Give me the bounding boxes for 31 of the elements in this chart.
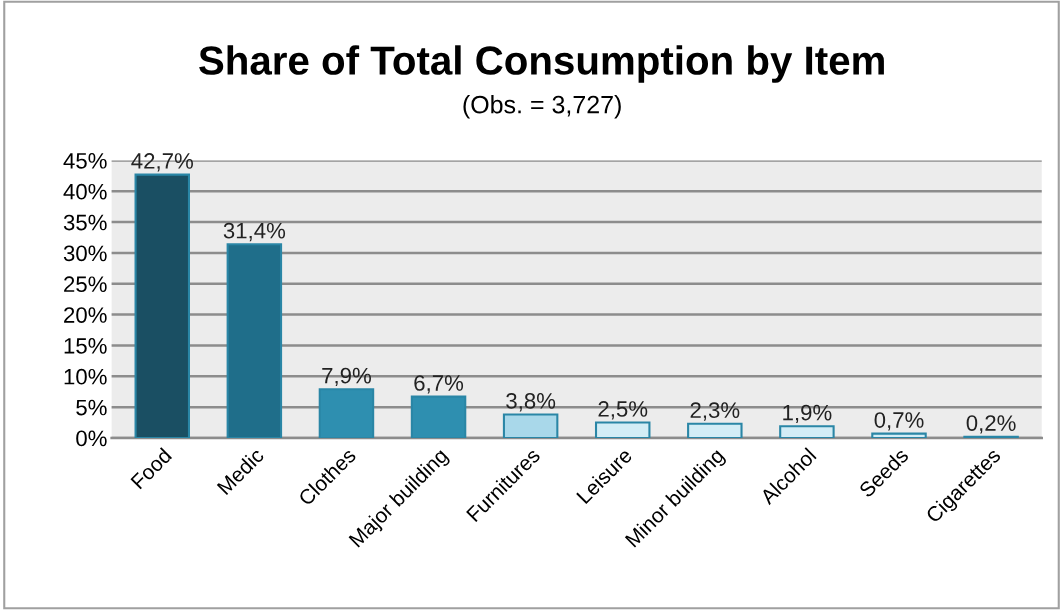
data-label: 7,9% — [322, 367, 371, 387]
bar — [134, 173, 191, 438]
bar — [226, 243, 283, 438]
y-tick-label: 35% — [63, 214, 107, 231]
y-tick-label: 5% — [76, 399, 107, 416]
bar — [318, 388, 375, 438]
bar — [687, 422, 743, 438]
chart-title: Share of Total Consumption by Item — [199, 45, 884, 83]
data-label: 3,8% — [506, 393, 556, 412]
y-tick-label: 15% — [64, 338, 107, 354]
data-label: 1,9% — [783, 404, 832, 424]
bar — [410, 395, 467, 438]
data-label: 2,3% — [690, 402, 740, 421]
y-tick-label: 10% — [64, 368, 107, 385]
y-tick-label: 40% — [63, 183, 107, 200]
bar — [594, 421, 651, 438]
data-label: 6,7% — [414, 375, 464, 394]
y-tick-label: 25% — [64, 276, 107, 293]
y-tick-label: 0% — [76, 430, 107, 447]
y-tick-label: 30% — [63, 245, 107, 262]
bar — [871, 432, 927, 438]
data-label: 0,7% — [874, 412, 924, 431]
data-label: 31,4% — [223, 222, 286, 242]
data-label: 42,7% — [131, 153, 193, 172]
data-label: 0,2% — [966, 415, 1016, 434]
y-tick-label: 20% — [64, 307, 107, 323]
bar — [779, 425, 835, 438]
y-tick-label: 45% — [63, 153, 107, 169]
bar — [502, 413, 559, 438]
data-label: 2,5% — [598, 401, 648, 420]
chart-subtitle: (Obs. = 3,727) — [463, 95, 621, 119]
